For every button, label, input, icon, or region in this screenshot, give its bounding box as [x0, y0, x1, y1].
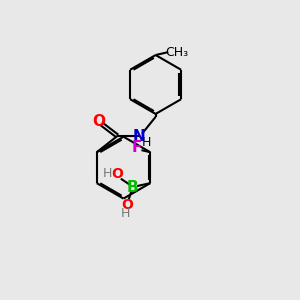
Text: B: B [127, 180, 138, 195]
Text: O: O [92, 114, 105, 129]
Text: H: H [121, 207, 130, 220]
Text: CH₃: CH₃ [166, 46, 189, 59]
Text: F: F [131, 140, 142, 155]
Text: N: N [133, 128, 146, 143]
Text: H: H [103, 167, 112, 180]
Text: O: O [111, 167, 123, 181]
Text: O: O [122, 198, 133, 212]
Text: H: H [142, 136, 152, 149]
